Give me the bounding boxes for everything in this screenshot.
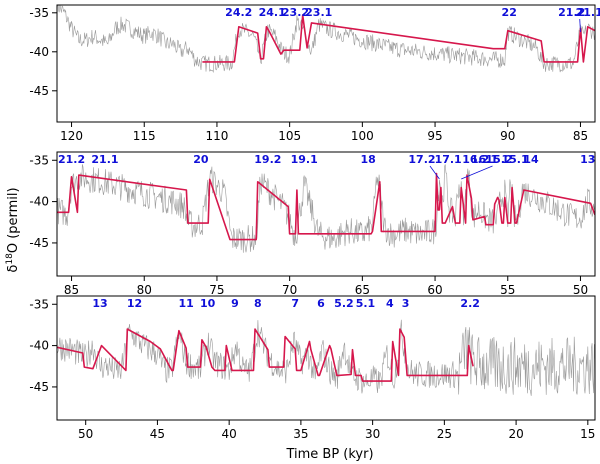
x-tick-label: 50: [573, 283, 588, 297]
y-axis-label: δ18O (permil): [5, 187, 21, 272]
axes-frame: [56, 295, 596, 421]
event-label: 21.1: [576, 6, 600, 19]
event-label: 12: [127, 297, 142, 310]
event-label: 10: [200, 297, 216, 310]
x-tick-label: 15: [580, 427, 595, 441]
event-pointer: [461, 165, 493, 180]
plot-area: [57, 164, 595, 253]
y-tick-label: -45: [29, 84, 49, 98]
x-tick-label: 85: [64, 283, 79, 297]
event-label: 21.2: [558, 6, 585, 19]
x-tick-label: 45: [150, 427, 165, 441]
event-label: 14: [523, 153, 539, 166]
event-label: 8: [254, 297, 262, 310]
y-tick-label: -45: [29, 380, 49, 394]
event-label: 17.2: [408, 153, 435, 166]
event-label: 15.1: [501, 153, 528, 166]
x-tick-label: 60: [427, 283, 442, 297]
event-label: 20: [193, 153, 209, 166]
x-axis-label: Time BP (kyr): [285, 447, 373, 462]
x-tick-label: 40: [222, 427, 237, 441]
event-label: 24.1: [259, 6, 286, 19]
plot-area: [57, 319, 595, 396]
x-tick-label: 120: [60, 129, 83, 143]
event-label: 5.1: [356, 297, 376, 310]
event-label: 23.1: [305, 6, 332, 19]
x-tick-label: 85: [573, 129, 588, 143]
raw-series: [57, 5, 595, 73]
y-tick-label: -40: [29, 45, 49, 59]
x-tick-label: 100: [351, 129, 374, 143]
event-pointer: [429, 165, 440, 180]
x-tick-label: 55: [500, 283, 515, 297]
event-label: 24.2: [225, 6, 252, 19]
x-tick-label: 95: [427, 129, 442, 143]
event-label: 17.1: [435, 153, 462, 166]
event-label: 19.2: [254, 153, 281, 166]
y-tick-label: -45: [29, 236, 49, 250]
event-label: 21.1: [91, 153, 118, 166]
axes-frame: [56, 151, 596, 277]
y-tick-label: -35: [29, 297, 49, 311]
x-tick-label: 50: [78, 427, 93, 441]
y-tick-label: -35: [29, 153, 49, 167]
x-tick-label: 115: [133, 129, 156, 143]
event-label: 4: [386, 297, 394, 310]
y-tick-label: -40: [29, 339, 49, 353]
event-label: 11: [178, 297, 193, 310]
event-label: 16.1: [471, 153, 498, 166]
event-label: 16.2: [462, 153, 489, 166]
plot-area: [57, 5, 595, 73]
event-label: 9: [231, 297, 239, 310]
fit-series: [57, 328, 474, 382]
event-label: 15.2: [485, 153, 512, 166]
x-tick-label: 20: [508, 427, 523, 441]
event-label: 13: [92, 297, 107, 310]
event-label: 21.2: [58, 153, 85, 166]
event-label: 19.1: [291, 153, 318, 166]
x-tick-label: 25: [437, 427, 452, 441]
event-label: 6: [317, 297, 325, 310]
raw-series: [57, 164, 595, 253]
panel-2: 85 80 75 70 65 60 55 50 -35 -40 -45 21.2 21.1 20 19.2 1…: [29, 151, 596, 297]
x-tick-label: 65: [355, 283, 370, 297]
x-tick-label: 110: [205, 129, 228, 143]
event-label: 13: [580, 153, 595, 166]
fit-series: [57, 172, 595, 241]
event-label: 22: [502, 6, 517, 19]
event-label: 23.2: [282, 6, 309, 19]
x-tick-label: 105: [278, 129, 301, 143]
event-pointer: [579, 18, 581, 33]
x-tick-label: 30: [365, 427, 380, 441]
y-tick-label: -40: [29, 195, 49, 209]
event-label: 3: [402, 297, 410, 310]
x-tick-label: 70: [282, 283, 297, 297]
event-label: 5.2: [334, 297, 354, 310]
event-label: 2.2: [460, 297, 480, 310]
axes-frame: [56, 4, 596, 123]
x-tick-label: 80: [137, 283, 152, 297]
y-tick-label: -35: [29, 6, 49, 20]
fit-series: [202, 14, 595, 63]
x-tick-label: 75: [209, 283, 224, 297]
panel-3: 50 45 40 35 30 25 20 15 -35 -40 -45 13 12 11 10 9 8 7 6 5.2…: [29, 295, 596, 441]
x-tick-label: 90: [500, 129, 515, 143]
x-tick-label: 35: [293, 427, 308, 441]
event-label: 7: [291, 297, 299, 310]
event-label: 18: [361, 153, 376, 166]
raw-series: [57, 319, 595, 396]
